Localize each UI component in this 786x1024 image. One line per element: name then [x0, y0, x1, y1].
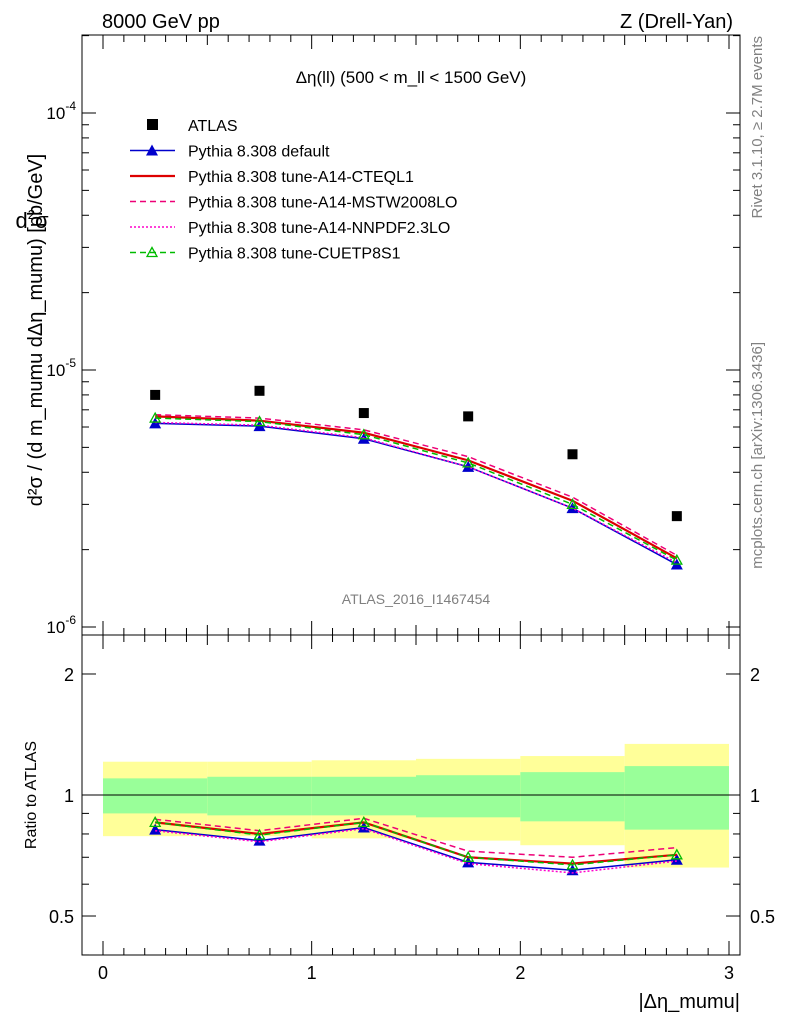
legend-marker-0: [146, 144, 158, 156]
legend-label-0: Pythia 8.308 default: [188, 144, 330, 161]
ratio-marker-0: [149, 823, 162, 835]
legend-label-2: Pythia 8.308 tune-A14-MSTW2008LO: [188, 195, 457, 212]
series-marker-4: [149, 411, 162, 423]
data-point: [358, 408, 369, 419]
main-ylabel-text: d²σ / (d m_mumu dΔη_mumu) [pb/GeV]: [25, 154, 47, 507]
xtick-label: 3: [724, 963, 734, 983]
ratio-marker-4: [253, 828, 266, 840]
ratio-line-3: [155, 827, 677, 874]
series-marker-4: [357, 428, 370, 440]
series-marker-4: [253, 415, 266, 427]
main-ytick-label: 10-5: [46, 356, 76, 380]
ratio-ylabel: Ratio to ATLAS: [23, 741, 40, 849]
series-marker-4: [566, 498, 579, 510]
ratio-ytick-label: 0.5: [49, 907, 74, 927]
main-ytick-label: 10-4: [46, 99, 76, 123]
ratio-marker-4: [462, 850, 475, 862]
mcplots-label: mcplots.cern.ch [arXiv:1306.3436]: [749, 342, 766, 569]
header-right: Z (Drell-Yan): [620, 11, 733, 33]
data-point: [671, 511, 682, 522]
series-marker-4: [670, 553, 683, 565]
xlabel: |Δη_mumu|: [638, 991, 740, 1013]
xtick-label: 0: [98, 963, 108, 983]
ratio-panel: 0 1 2 3 0.5 0.5 1 1 2 2 |Δη_mumu|: [49, 634, 775, 1013]
ratio-marker-4: [149, 816, 162, 827]
ratio-marker-4: [670, 848, 683, 860]
legend-label-4: Pythia 8.308 tune-CUETP8S1: [188, 246, 401, 263]
legend-label-1: Pythia 8.308 tune-A14-CTEQL1: [188, 169, 414, 186]
ratio-band-inner: [624, 766, 729, 830]
watermark: ATLAS_2016_I1467454: [342, 591, 491, 607]
chart-title: Δη(ll) (500 < m_ll < 1500 GeV): [296, 68, 527, 87]
main-ytick-label: 10-6: [46, 613, 76, 637]
ratio-line-2: [155, 817, 677, 859]
rivet-label: Rivet 3.1.10, ≥ 2.7M events: [749, 36, 766, 219]
ratio-band-inner: [103, 778, 208, 814]
ratio-band-inner: [520, 772, 625, 822]
legend-marker-data: [147, 119, 158, 130]
ratio-ytick-label-right: 0.5: [750, 907, 775, 927]
ratio-marker-4: [566, 858, 579, 870]
ratio-ytick-label: 2: [64, 665, 74, 685]
ratio-band-inner: [416, 775, 521, 818]
ratio-marker-4: [357, 816, 370, 827]
series-marker-4: [462, 456, 475, 468]
ratio-band-inner: [207, 776, 312, 816]
legend-label-data: ATLAS: [188, 118, 238, 135]
main-ylabel-group: d²σ / (d m_mumu dΔη_mumu) [pb/GeV]: [25, 154, 47, 507]
header-left: 8000 GeV pp: [102, 11, 220, 33]
legend-marker-4: [145, 246, 159, 258]
data-point: [254, 385, 265, 396]
ratio-ytick-label-right: 1: [750, 786, 760, 806]
ratio-ytick-label-right: 2: [750, 665, 760, 685]
main-panel: 10-6 10-5 10-4 Δη(ll) (500 < m_ll < 1500 Ge…: [25, 34, 741, 637]
ratio-ytick-label: 1: [64, 786, 74, 806]
xtick-label: 1: [307, 963, 317, 983]
xtick-label: 2: [515, 963, 525, 983]
series-line-1: [155, 415, 678, 560]
ratio-line-4: [155, 821, 677, 866]
ratio-line-0: [155, 826, 677, 871]
data-point: [150, 389, 161, 400]
series-line-0: [155, 422, 678, 566]
legend-label-3: Pythia 8.308 tune-A14-NNPDF2.3LO: [188, 220, 450, 237]
legend: ATLAS Pythia 8.308 default Pythia 8.308 tu…: [130, 118, 457, 263]
series-line-4: [155, 417, 678, 561]
series-line-2: [155, 413, 678, 557]
ratio-band-inner: [311, 776, 416, 816]
data-point: [567, 449, 578, 460]
series-line-3: [155, 421, 678, 564]
data-point: [463, 411, 474, 422]
ratio-marker-0: [253, 834, 266, 846]
